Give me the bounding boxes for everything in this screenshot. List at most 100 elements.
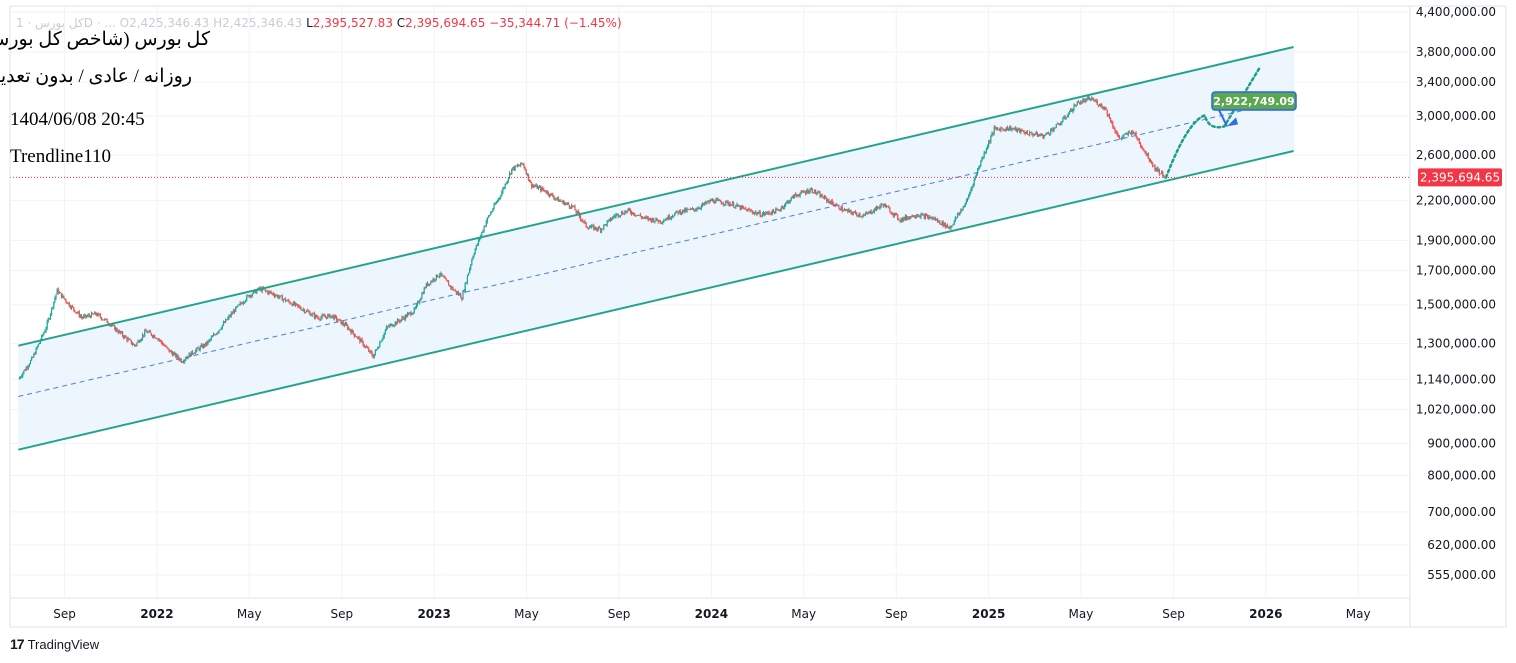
candle-body: [989, 141, 991, 143]
candle-body: [502, 188, 504, 193]
candle-body: [459, 294, 461, 296]
candle-body: [494, 204, 496, 205]
candle-body: [754, 212, 756, 214]
channel-mid-line[interactable]: [18, 98, 1294, 398]
candle-body: [596, 229, 598, 230]
candle-body: [54, 298, 56, 302]
candle-body: [939, 220, 941, 224]
candle-body: [429, 283, 431, 285]
candle-body: [840, 206, 842, 211]
time-tick-label: May: [237, 607, 262, 621]
candle-body: [365, 346, 368, 348]
candle-body: [981, 157, 983, 162]
channel-lower-line[interactable]: [18, 150, 1294, 451]
candle-body: [595, 226, 597, 230]
annotation-datetime[interactable]: 1404/06/08 20:45: [10, 109, 145, 130]
candle-body: [1002, 128, 1004, 130]
candle-body: [693, 208, 695, 210]
candle-body: [858, 214, 860, 217]
target-label[interactable]: 2,922,749.09: [1211, 91, 1297, 127]
candle-body: [93, 314, 95, 315]
target-box[interactable]: [1211, 91, 1297, 111]
candle-body: [1127, 132, 1129, 135]
candle-body: [1023, 131, 1025, 133]
projection-line[interactable]: [1164, 65, 1262, 179]
candle-body: [761, 214, 763, 217]
candle-body: [862, 215, 864, 217]
candle-body: [430, 281, 432, 285]
candle-body: [363, 345, 365, 347]
candle-body: [988, 141, 990, 147]
annotation-tag[interactable]: Trendline110: [10, 146, 111, 167]
candle-body: [758, 211, 760, 214]
candle-body: [181, 362, 184, 364]
candle-body: [912, 215, 914, 218]
candle-body: [963, 206, 965, 208]
candle-body: [1000, 128, 1002, 131]
candle-body: [593, 225, 595, 230]
candle-body: [521, 162, 523, 165]
candle-body: [328, 314, 330, 316]
candle-body: [975, 173, 978, 177]
candle-body: [562, 200, 564, 203]
candle-body: [785, 202, 787, 206]
candle-body: [766, 211, 768, 214]
candle-body: [954, 217, 956, 221]
change-value: −35,344.71 (−1.45%): [489, 16, 622, 30]
candle-body: [917, 215, 919, 217]
candle-body: [1011, 128, 1013, 131]
candle-body: [699, 208, 701, 209]
time-tick-label: 2023: [417, 607, 450, 621]
candle-body: [772, 209, 775, 212]
candle-body: [1075, 105, 1077, 107]
candle-body: [255, 289, 257, 294]
candle-body: [632, 212, 634, 214]
annotation-title[interactable]: کل بورس (شاخص کل بورس): [0, 29, 210, 50]
candle-body: [1063, 116, 1065, 119]
candle-body: [292, 302, 294, 306]
candle-body: [1095, 100, 1097, 102]
candle-body: [948, 227, 950, 229]
candle-body: [202, 344, 205, 348]
time-axis[interactable]: Sep 2022 May Sep 2023 May Sep 2024 May Sep 2025 May…: [10, 597, 1506, 628]
candle-body: [844, 209, 847, 211]
channel-lines[interactable]: [18, 46, 1294, 451]
candle-body: [1057, 123, 1060, 125]
candle-body: [472, 256, 474, 260]
candle-body: [1106, 109, 1108, 116]
projection-path[interactable]: [1164, 65, 1262, 179]
candle-body: [242, 302, 245, 304]
channel-area: [18, 47, 1294, 450]
channel-upper-line[interactable]: [18, 46, 1294, 347]
candle-body: [962, 206, 964, 211]
price-tick-label: 555,000.00: [1427, 568, 1496, 582]
candle-body: [620, 212, 623, 216]
annotation-subtitle[interactable]: روزانه / عادی / بدون تعدیل: [0, 66, 192, 87]
candle-body: [75, 312, 77, 314]
candle-body: [679, 210, 681, 214]
candle-body: [704, 202, 706, 205]
candle-body: [793, 194, 796, 199]
candle-body: [274, 295, 277, 297]
candle-body: [930, 216, 932, 219]
candle-body: [482, 231, 484, 232]
candle-body: [923, 214, 925, 219]
candle-body: [197, 347, 199, 349]
candle-body: [437, 276, 440, 278]
target-arrow-line[interactable]: [1217, 107, 1228, 127]
candle-body: [445, 278, 447, 281]
candle-body: [450, 285, 452, 289]
candle-body: [715, 199, 717, 204]
candle-body: [359, 337, 361, 342]
candle-body: [280, 295, 282, 297]
candle-body: [797, 195, 799, 196]
candle-body: [980, 161, 982, 166]
candle-body: [1122, 136, 1124, 138]
candle-body: [642, 217, 644, 219]
candle-body: [381, 339, 383, 342]
price-axis[interactable]: 555,000.00 620,000.00 700,000.00 800,000.00…: [9, 5, 1507, 627]
tradingview-logo[interactable]: 17 TradingView: [10, 636, 99, 652]
candle-body: [556, 197, 558, 199]
candle-body: [815, 189, 817, 194]
